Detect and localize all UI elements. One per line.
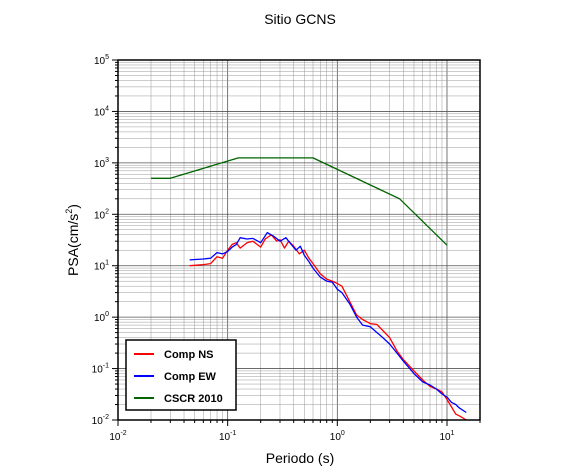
y-tick-labels: 10-2 10-1 100 101 102 103 104 105 [92, 54, 109, 427]
y-axis-label: PSA(cm/s2) [64, 204, 81, 276]
x-tick-label: 100 [330, 430, 345, 443]
chart-title: Sitio GCNS [264, 11, 336, 27]
y-tick-label: 10-1 [92, 363, 109, 376]
y-tick-label: 104 [94, 105, 109, 118]
series-line-comp-ns [189, 234, 467, 421]
y-tick-label: 10-2 [92, 414, 109, 427]
legend-label: Comp EW [164, 371, 217, 383]
legend-label: CSCR 2010 [164, 393, 223, 405]
y-tick-label: 105 [94, 54, 109, 67]
x-tick-label: 10-2 [109, 430, 126, 443]
series-layer [151, 157, 467, 421]
y-tick-label: 103 [94, 157, 109, 170]
plot-frame [117, 59, 481, 421]
series-line-cscr-2010 [151, 157, 448, 246]
x-tick-label: 10-1 [219, 430, 236, 443]
y-tick-label: 101 [94, 260, 109, 273]
x-tick-label: 101 [439, 430, 454, 443]
y-tick-label: 100 [94, 311, 109, 324]
y-tick-label: 102 [94, 208, 109, 221]
series-line-comp-ew [189, 231, 467, 414]
legend: Comp NS Comp EW CSCR 2010 [125, 339, 237, 411]
x-tick-labels: 10-2 10-1 100 101 [109, 430, 454, 443]
legend-label: Comp NS [164, 349, 214, 361]
x-axis-label: Periodo (s) [266, 450, 334, 466]
